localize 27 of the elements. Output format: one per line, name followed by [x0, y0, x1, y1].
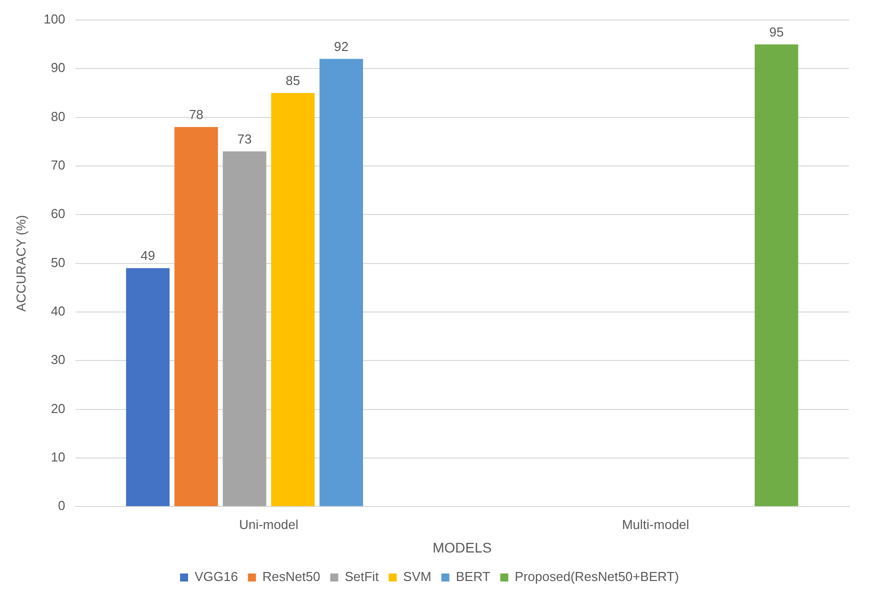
legend-label: BERT — [456, 569, 490, 584]
y-tick-label: 40 — [50, 304, 66, 319]
y-tick-label: 50 — [50, 254, 66, 270]
legend-label: SetFit — [344, 569, 380, 584]
y-tick-label: 0 — [58, 498, 66, 514]
y-tick-label: 100 — [44, 12, 66, 27]
legend-label: SVM — [403, 569, 432, 584]
x-tick-label: Uni-model — [239, 516, 298, 532]
y-tick-label: 90 — [50, 60, 66, 76]
legend-label: VGG16 — [194, 569, 238, 584]
y-tick-label: 20 — [50, 400, 66, 416]
y-tick-label: 10 — [50, 450, 66, 465]
data-label: 73 — [237, 131, 252, 146]
data-label: 49 — [140, 248, 156, 264]
y-axis-title: ACCURACY (%) — [13, 215, 28, 312]
y-tick-label: 70 — [50, 158, 66, 173]
y-tick-label: 60 — [50, 206, 66, 222]
data-label: 78 — [188, 107, 204, 122]
data-label: 92 — [334, 39, 348, 54]
legend-label: ResNet50 — [262, 569, 320, 584]
data-label: 85 — [286, 73, 300, 88]
x-axis-title: MODELS — [432, 539, 492, 556]
x-tick-label: Multi-model — [622, 516, 690, 532]
y-tick-label: 80 — [50, 108, 66, 124]
legend-label: Proposed(ResNet50+BERT) — [514, 569, 679, 584]
data-label: 95 — [769, 24, 784, 40]
y-tick-label: 30 — [50, 352, 66, 368]
